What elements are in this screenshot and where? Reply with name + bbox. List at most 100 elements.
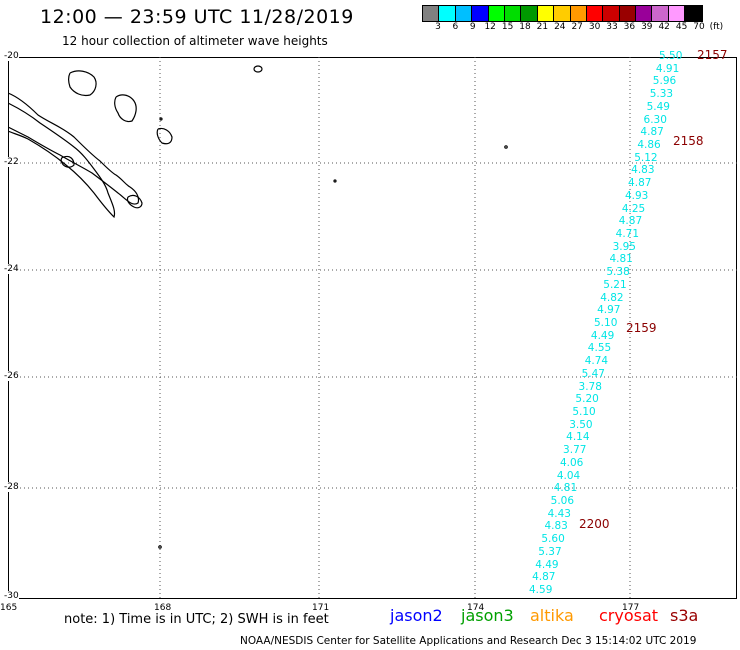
wave-height-value: 5.33 (649, 88, 674, 101)
latitude-label: -20 (4, 51, 19, 61)
legend-swatch (537, 6, 555, 21)
wave-height-value: 5.06 (550, 495, 575, 507)
legend-label: 70 (693, 22, 705, 32)
legend-swatch (586, 6, 604, 21)
wave-height-value: 4.83 (631, 164, 655, 177)
latitude-label: -22 (4, 157, 19, 167)
wave-height-value: 4.55 (587, 342, 612, 355)
wave-height-value: 5.20 (575, 393, 599, 406)
legend-label: 30 (588, 22, 601, 32)
legend-swatch (652, 6, 669, 21)
legend-swatch (488, 6, 505, 21)
wave-height-value: 5.96 (652, 75, 677, 88)
map-subtitle: 12 hour collection of altimeter wave hei… (62, 34, 328, 48)
legend-swatch (439, 6, 456, 21)
legend-swatch (668, 6, 686, 21)
wave-height-value: 3.95 (612, 240, 636, 253)
wave-height-value: 4.87 (618, 215, 643, 228)
wave-height-value: 4.49 (535, 558, 559, 571)
wave-height-value: 4.04 (556, 469, 581, 482)
wave-height-value: 4.93 (624, 189, 649, 202)
wave-height-value: 4.14 (566, 431, 590, 444)
wave-height-value: 5.10 (594, 317, 618, 329)
wave-height-value: 5.37 (538, 545, 562, 558)
latitude-label: -30 (4, 591, 19, 601)
wave-height-value: 5.12 (634, 151, 658, 164)
legend-swatch (554, 6, 571, 21)
legend-label: (ft) (709, 22, 724, 32)
wave-height-value: 4.81 (553, 482, 578, 495)
map-area: -20 -22 -24 -26 -28 -30 165 168 171 174 177 5.50 4… (0, 48, 737, 613)
legend-label: 15 (501, 22, 514, 32)
legend-label: 3 (435, 22, 441, 32)
latitude-label: -28 (4, 482, 19, 492)
map-canvas (8, 57, 737, 599)
wave-height-value: 5.38 (606, 266, 630, 279)
legend-swatch (521, 6, 538, 21)
latitude-label: -26 (4, 371, 19, 381)
legend-label: 9 (469, 22, 476, 32)
wave-height-value: 5.49 (646, 100, 670, 113)
wave-height-value: 3.78 (578, 380, 602, 393)
longitude-label: 168 (154, 603, 172, 613)
legend-label: 27 (571, 22, 583, 32)
legend-label: 36 (623, 22, 636, 32)
legend-label: 39 (641, 22, 653, 32)
wave-height-value: 4.25 (621, 202, 646, 215)
legend-label: 12 (484, 22, 496, 32)
wave-height-value: 3.77 (563, 444, 587, 457)
longitude-label: 177 (622, 603, 640, 613)
wave-height-value: 5.21 (603, 278, 627, 291)
wave-height-value: 3.50 (569, 418, 593, 431)
wave-height-value: 5.47 (581, 367, 605, 380)
footer-credit: NOAA/NESDIS Center for Satellite Applica… (240, 635, 697, 647)
legend-swatch (423, 6, 440, 21)
wave-height-value: 4.82 (600, 291, 624, 304)
wave-height-color-legend (422, 5, 703, 22)
legend-label: 33 (606, 22, 618, 32)
satellite-altika-label: altika (530, 606, 574, 625)
satellite-jason3-label: jason3 (461, 606, 514, 625)
coastline (8, 65, 508, 549)
legend-swatch (636, 6, 653, 21)
wave-height-value: 4.97 (597, 304, 621, 317)
map-border (8, 57, 737, 599)
legend-label: 21 (536, 22, 549, 32)
legend-label: 45 (675, 22, 688, 32)
wave-height-value: 4.71 (615, 228, 640, 240)
wave-height-value: 4.43 (547, 507, 571, 520)
wave-height-value: 4.49 (590, 329, 615, 342)
wave-height-value: 6.30 (643, 113, 667, 126)
wave-height-value: 5.10 (572, 406, 596, 418)
wave-height-value: 4.59 (529, 584, 553, 596)
wave-height-value: 4.06 (559, 456, 584, 469)
wave-height-value: 4.87 (532, 571, 556, 584)
legend-swatch (455, 6, 473, 21)
map-title: 12:00 — 23:59 UTC 11/28/2019 (40, 6, 354, 28)
pass-time-label: 2158 (673, 134, 704, 148)
wave-height-value: 4.74 (584, 355, 609, 368)
wave-height-value: 5.50 (659, 50, 683, 62)
wave-height-value: 4.81 (609, 253, 633, 266)
legend-label: 18 (519, 22, 531, 32)
legend-swatch (570, 6, 587, 21)
satellite-cryosat-label: cryosat (599, 606, 659, 625)
wave-height-value: 4.86 (637, 139, 661, 151)
wave-height-value: 4.87 (628, 177, 652, 190)
legend-swatch (603, 6, 620, 21)
longitude-label: 171 (312, 603, 330, 613)
wave-height-value: 4.87 (640, 126, 664, 139)
wave-height-value: 4.83 (544, 520, 568, 533)
satellite-s3a-label: s3a (670, 606, 699, 625)
pass-time-label: 2159 (626, 321, 657, 335)
longitude-label: 165 (0, 603, 18, 613)
legend-swatch (472, 6, 489, 21)
longitude-label: 174 (467, 603, 485, 613)
legend-swatch (504, 6, 522, 21)
latitude-label: -24 (4, 264, 19, 274)
legend-label: 6 (452, 22, 459, 32)
legend-label: 24 (554, 22, 566, 32)
legend-label: 42 (658, 22, 670, 32)
satellite-jason2-label: jason2 (390, 606, 443, 625)
wave-height-value: 4.91 (655, 62, 680, 75)
